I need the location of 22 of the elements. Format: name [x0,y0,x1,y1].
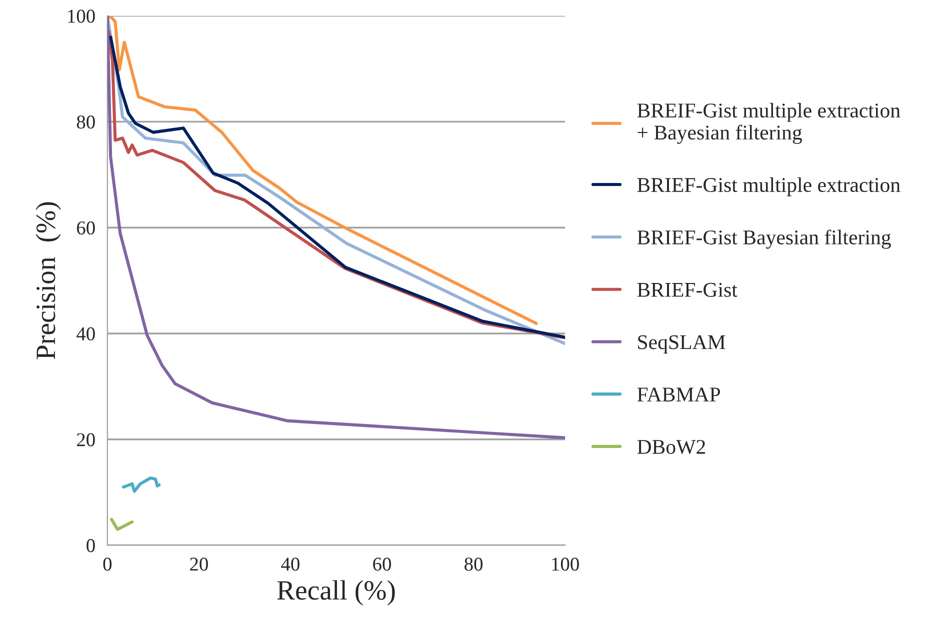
y-tick-label: 80 [76,116,95,129]
legend-label: BREIF-Gist multiple extraction + Bayesian filtering [637,102,900,144]
y-tick-label: 20 [77,433,95,446]
x-tick-label: 100 [552,558,579,571]
legend-label: FABMAP [637,388,720,402]
x-tick-label: 60 [373,558,391,571]
y-tick-label: 60 [76,221,95,235]
legend-label: DBoW2 [637,440,706,454]
legend-label: SeqSLAM [638,335,726,354]
y-tick-label: 0 [86,539,95,552]
x-tick-label: 0 [103,558,112,571]
x-tick-label: 20 [190,558,208,571]
line-series [122,476,161,493]
y-tick-label: 100 [68,10,95,23]
y-tick-label: 40 [76,327,95,340]
y-axis-title: Precision (%) [36,202,61,360]
x-tick-label: 40 [281,558,300,571]
legend-label: BRIEF-Gist [637,282,738,297]
legend-label: BRIEF-Gist multiple extraction [637,177,900,196]
x-tick-label: 80 [464,558,483,571]
x-axis-title: Recall (%) [277,580,395,606]
legend-label: BRIEF-Gist Bayesian filtering [637,230,891,249]
